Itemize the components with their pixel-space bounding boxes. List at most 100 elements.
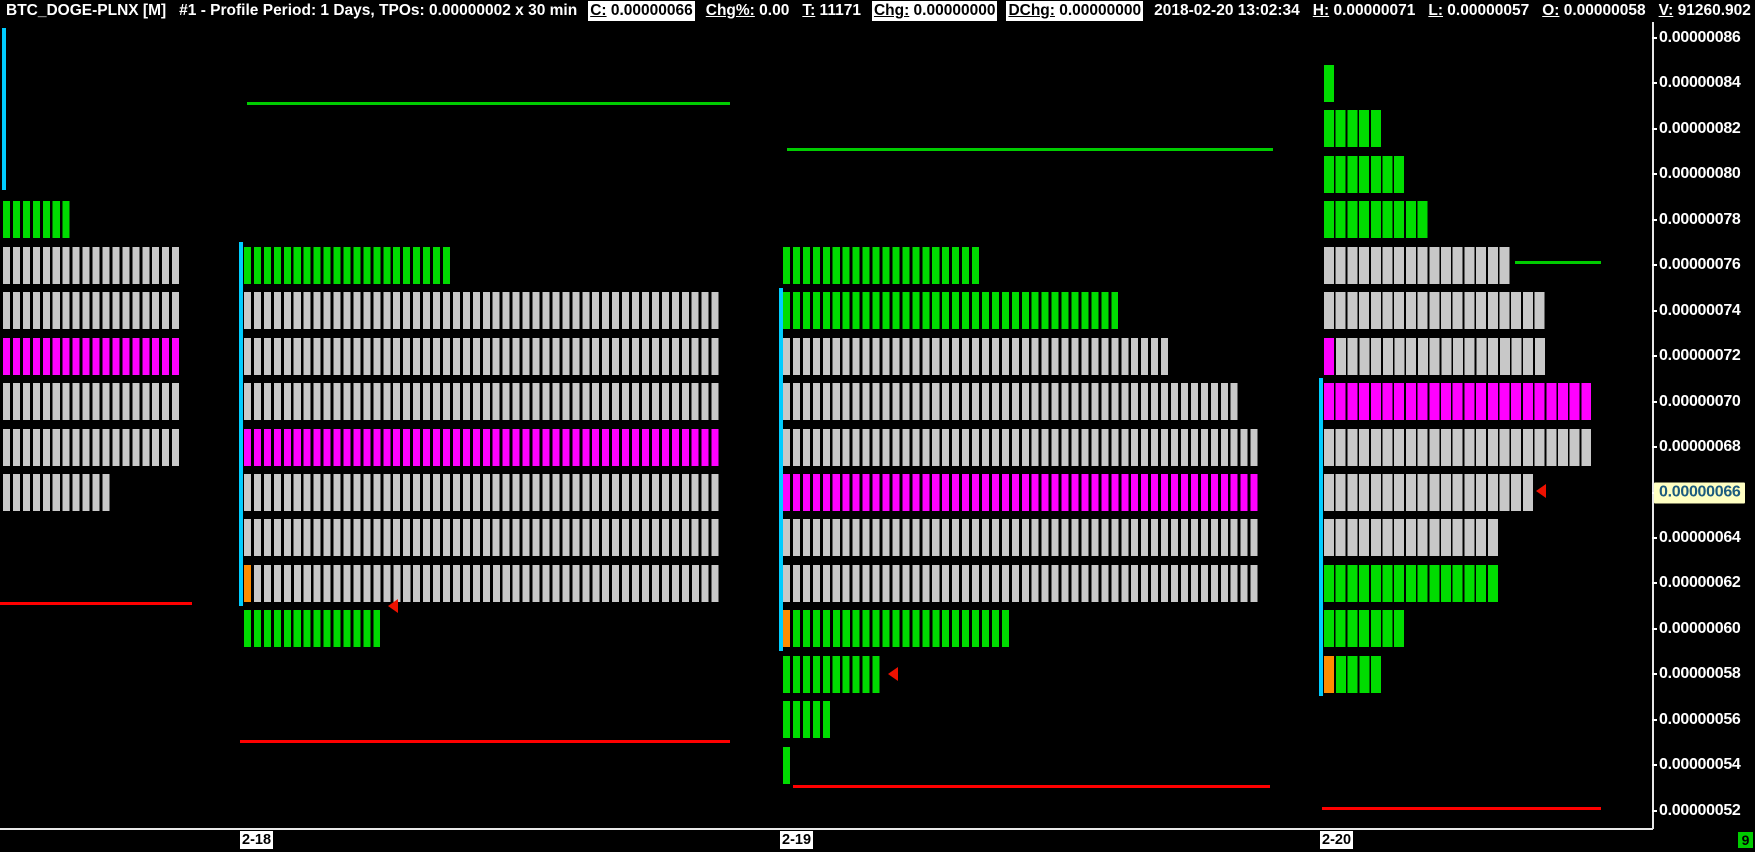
price-tick-mark xyxy=(1652,673,1657,676)
tpo-row xyxy=(1324,383,1592,421)
price-tick-mark xyxy=(1652,582,1657,585)
stat-l: L: 0.00000057 xyxy=(1428,2,1530,19)
price-tick-mark xyxy=(1652,37,1657,39)
tpo-chart-plot-area[interactable] xyxy=(0,22,1652,828)
price-tick-mark xyxy=(1652,355,1657,358)
price-axis-label: 0.00000058 xyxy=(1659,665,1741,683)
symbol-title: BTC_DOGE-PLNX [M] xyxy=(6,2,167,19)
tpo-row xyxy=(1324,610,1405,648)
stat-dchg: DChg: 0.00000000 xyxy=(1006,1,1144,21)
price-axis-label: 0.00000086 xyxy=(1659,29,1741,46)
tpo-row xyxy=(1335,337,1545,375)
price-axis-label: 0.00000072 xyxy=(1659,347,1741,365)
time-axis-line xyxy=(0,828,1653,830)
price-axis-label: 0.00000076 xyxy=(1659,256,1741,274)
price-axis-label: 0.00000070 xyxy=(1659,392,1741,410)
tpo-row xyxy=(3,292,180,330)
price-tick-mark xyxy=(1652,400,1657,403)
chart-number-badge: 9 xyxy=(1738,832,1753,848)
price-tick-mark xyxy=(1652,718,1657,721)
session-open-line xyxy=(1319,378,1323,696)
price-tick-mark xyxy=(1652,536,1657,539)
tpo-row xyxy=(3,428,180,466)
study-subtitle: #1 - Profile Period: 1 Days, TPOs: 0.000… xyxy=(179,2,578,19)
tpo-row xyxy=(1335,655,1381,693)
session-high-line xyxy=(247,102,730,105)
stat-datetime: 2018-02-20 13:02:34 xyxy=(1154,2,1300,19)
date-label-2-18: 2-18 xyxy=(240,831,274,849)
session-low-line xyxy=(240,740,730,743)
tpo-row xyxy=(3,201,70,239)
tpo-first-block xyxy=(1324,337,1334,375)
tpo-row xyxy=(792,610,1009,648)
price-axis-label: 0.00000054 xyxy=(1659,756,1741,774)
stat-h: H: 0.00000071 xyxy=(1312,2,1416,19)
tpo-row xyxy=(783,428,1258,466)
stat-chg: Chg: 0.00000000 xyxy=(871,1,998,21)
close-marker-arrow xyxy=(1536,484,1546,498)
close-marker-arrow xyxy=(388,599,398,613)
tpo-row xyxy=(244,383,719,421)
current-price-label: 0.00000066 xyxy=(1654,482,1745,503)
tpo-row xyxy=(1324,474,1533,511)
price-axis-label: 0.00000084 xyxy=(1659,74,1741,92)
session-high-line xyxy=(787,148,1273,151)
tpo-row xyxy=(244,610,381,648)
date-label-2-20: 2-20 xyxy=(1320,831,1354,849)
session-low-line xyxy=(793,785,1270,788)
stat-chg: Chg%: 0.00 xyxy=(705,2,790,19)
tpo-row xyxy=(783,337,1169,375)
price-axis-label: 0.00000082 xyxy=(1659,119,1741,137)
session-open-line xyxy=(2,28,6,190)
price-tick-mark xyxy=(1652,627,1657,630)
tpo-row xyxy=(1324,519,1498,557)
tpo-row xyxy=(1324,201,1428,239)
price-axis-line xyxy=(1652,22,1654,829)
tpo-row xyxy=(1324,64,1334,102)
tpo-row xyxy=(783,474,1258,511)
price-tick-mark xyxy=(1652,82,1657,85)
tpo-row xyxy=(783,383,1238,421)
tpo-row xyxy=(244,337,719,375)
tpo-row xyxy=(783,519,1258,557)
tpo-row xyxy=(3,246,180,284)
price-tick-mark xyxy=(1652,446,1657,449)
price-axis-label: 0.00000060 xyxy=(1659,619,1741,637)
price-tick-mark xyxy=(1652,218,1657,221)
stat-t: T: 11171 xyxy=(802,2,861,19)
close-marker-arrow xyxy=(888,667,898,681)
tpo-row xyxy=(3,383,180,421)
tpo-row xyxy=(244,474,719,511)
tpo-row xyxy=(783,564,1258,602)
tpo-row xyxy=(244,428,719,466)
time-axis[interactable]: 9 2-18 2-19 2-20 xyxy=(0,830,1755,852)
session-open-line xyxy=(779,288,783,651)
tpo-first-block xyxy=(1324,655,1334,693)
tpo-row xyxy=(244,246,450,284)
price-tick-mark xyxy=(1652,309,1657,312)
tpo-row xyxy=(1324,428,1592,466)
tpo-row xyxy=(253,564,719,602)
quote-stats: C: 0.00000066 Chg%: 0.00 T: 11171 Chg: 0.00… xyxy=(588,1,1753,21)
session-high-line xyxy=(1515,261,1601,264)
session-low-line xyxy=(1322,807,1601,810)
tpo-row xyxy=(1324,155,1405,193)
tpo-row xyxy=(3,337,180,375)
price-tick-mark xyxy=(1652,264,1657,267)
price-tick-mark xyxy=(1652,764,1657,767)
price-tick-mark xyxy=(1652,127,1657,130)
tpo-first-block xyxy=(783,610,790,648)
tpo-row xyxy=(783,292,1119,330)
stat-c: C: 0.00000066 xyxy=(588,1,695,21)
date-label-2-19: 2-19 xyxy=(780,831,814,849)
tpo-row xyxy=(783,246,980,284)
price-axis[interactable]: 0.00000086 0.00000084 0.00000082 0.00000080… xyxy=(1652,22,1755,828)
chart-header-bar: BTC_DOGE-PLNX [M] #1 - Profile Period: 1… xyxy=(0,0,1755,22)
stat-v: V: 91260.902 xyxy=(1658,2,1751,19)
price-axis-label: 0.00000062 xyxy=(1659,574,1741,592)
price-axis-label: 0.00000080 xyxy=(1659,165,1741,183)
tpo-row xyxy=(1324,292,1545,330)
tpo-row xyxy=(783,701,830,739)
tpo-row xyxy=(1324,110,1381,148)
